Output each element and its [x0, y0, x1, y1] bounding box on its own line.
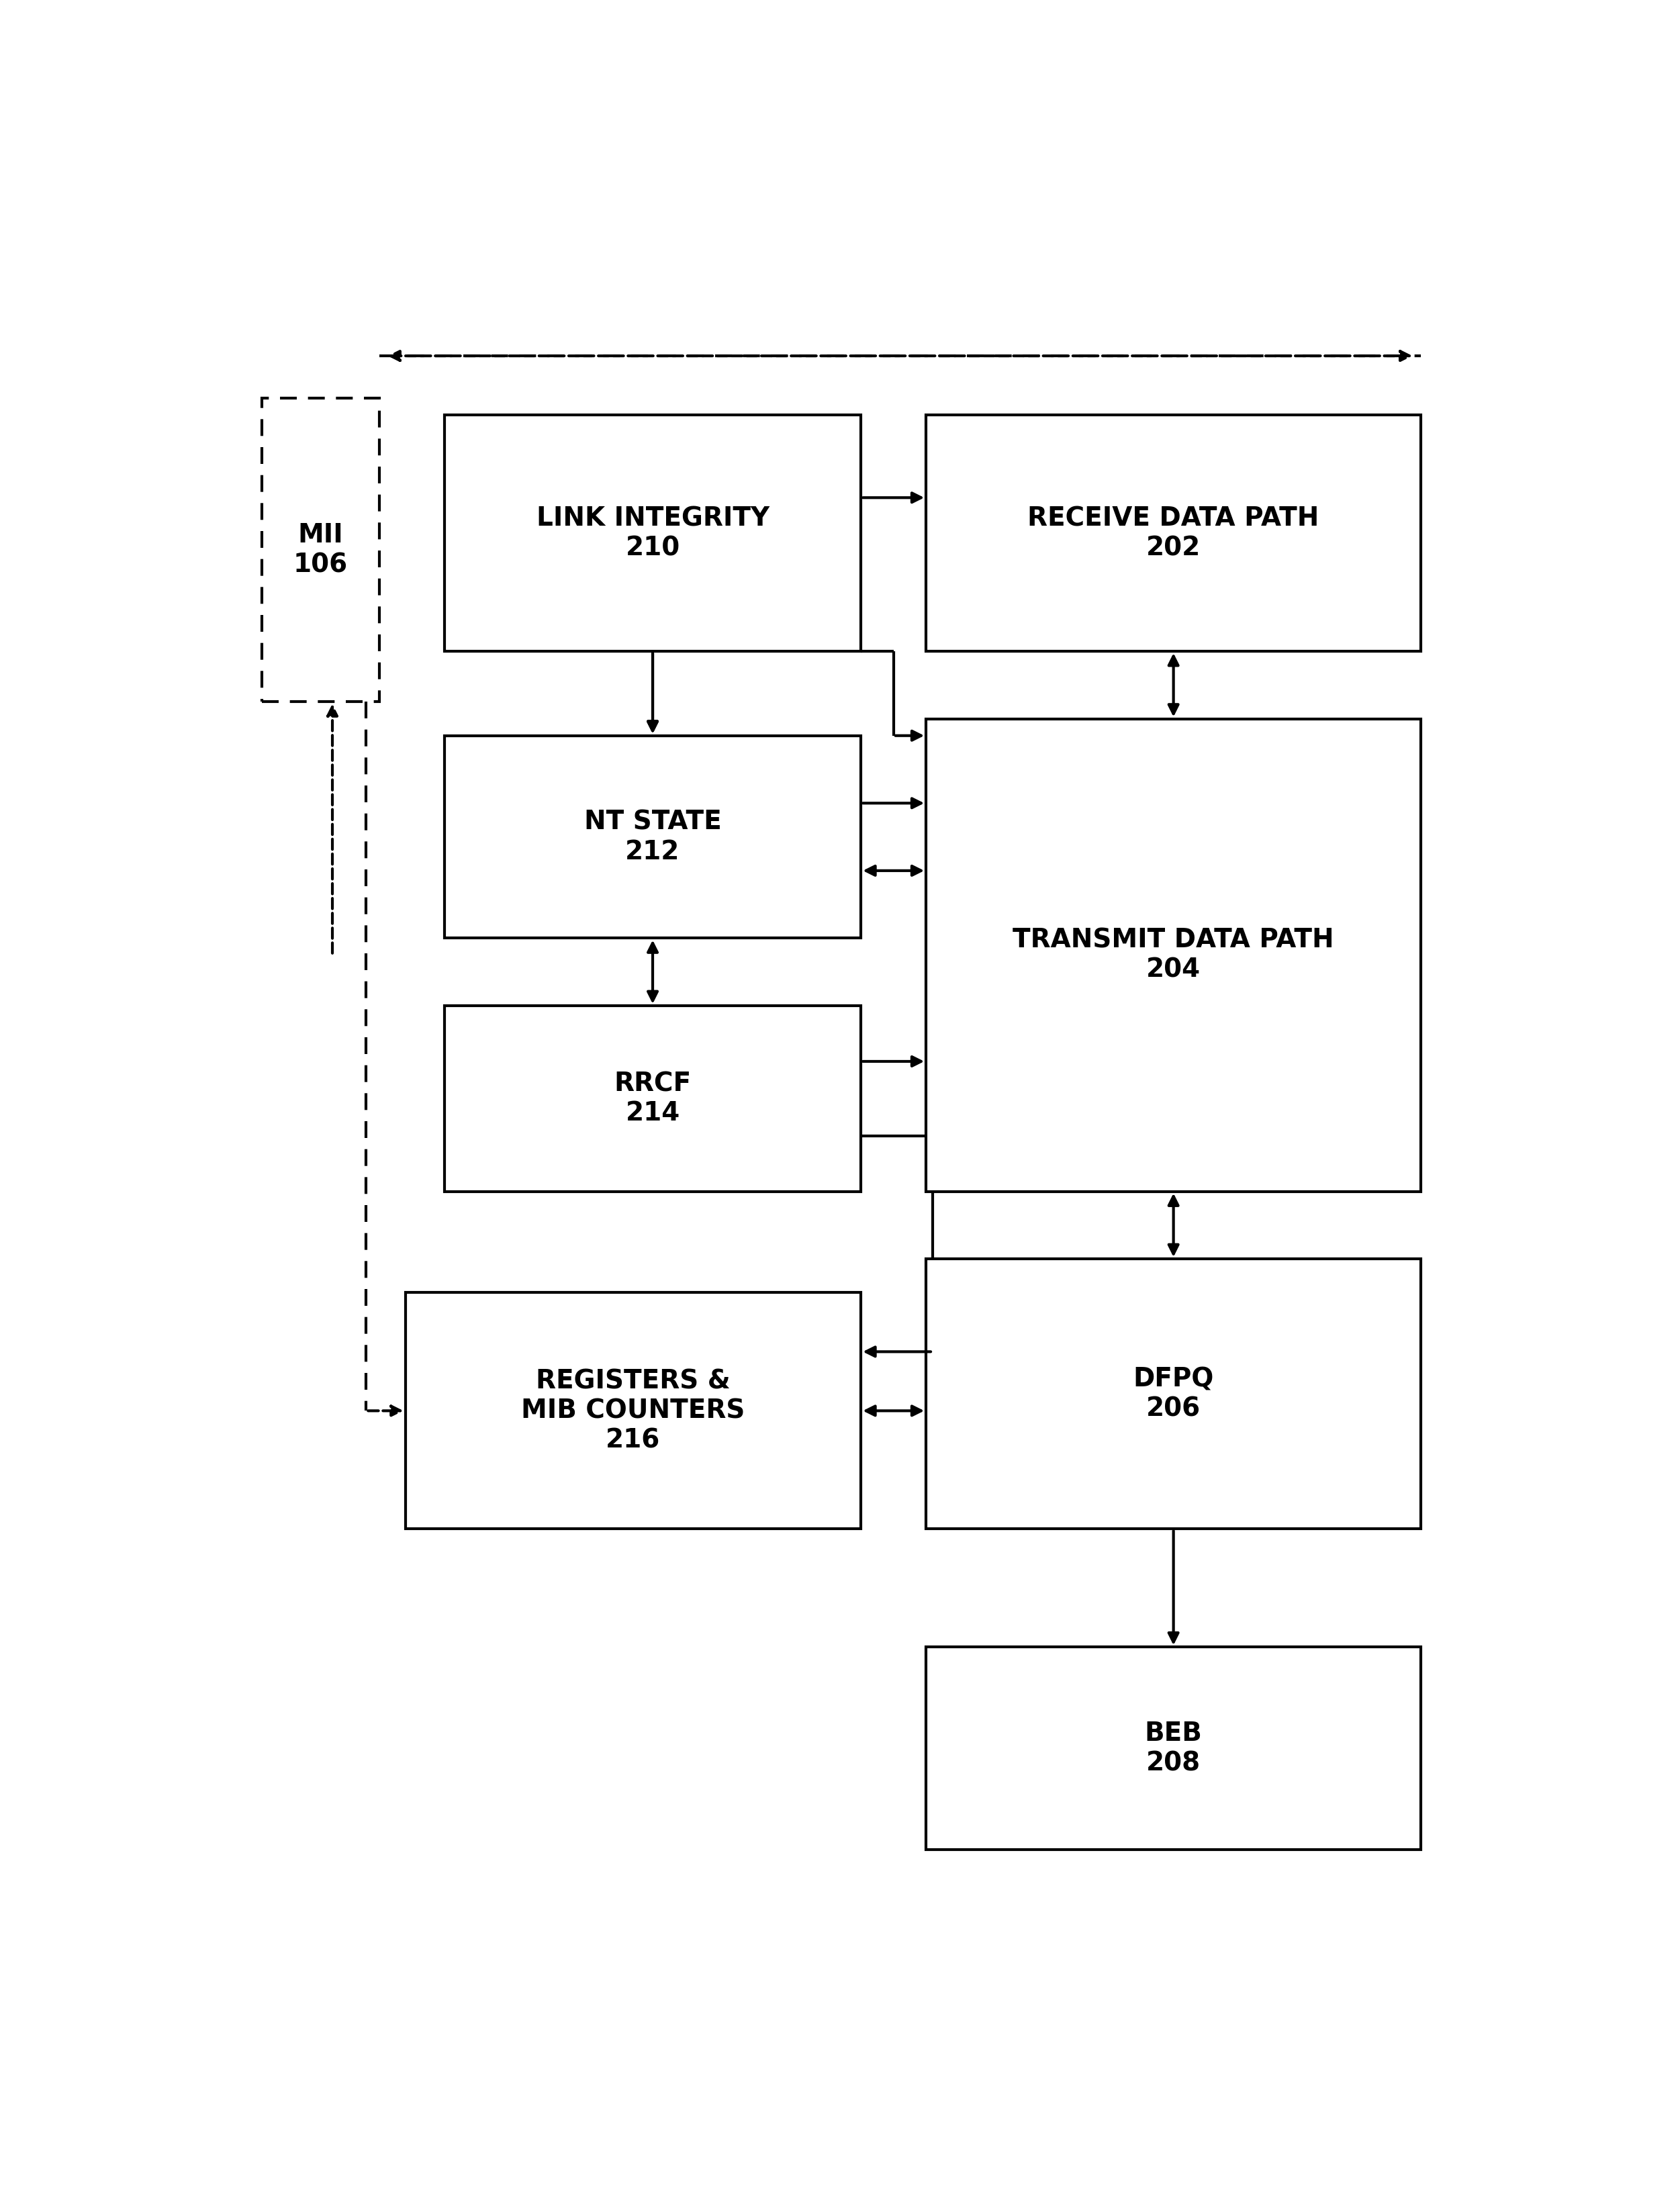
Text: LINK INTEGRITY
210: LINK INTEGRITY 210 — [536, 506, 769, 561]
Text: RECEIVE DATA PATH
202: RECEIVE DATA PATH 202 — [1028, 506, 1319, 561]
Bar — [262, 399, 380, 701]
Bar — [444, 414, 862, 651]
Text: MII
106: MII 106 — [294, 522, 348, 576]
Bar — [926, 414, 1421, 651]
Text: DFPQ
206: DFPQ 206 — [1132, 1366, 1215, 1420]
Bar — [926, 1258, 1421, 1530]
Text: BEB
208: BEB 208 — [1144, 1721, 1203, 1776]
Text: TRANSMIT DATA PATH
204: TRANSMIT DATA PATH 204 — [1013, 927, 1334, 982]
Text: REGISTERS &
MIB COUNTERS
216: REGISTERS & MIB COUNTERS 216 — [521, 1368, 744, 1453]
Bar — [926, 1646, 1421, 1850]
Bar — [405, 1293, 862, 1530]
Bar — [444, 737, 862, 938]
Bar — [444, 1006, 862, 1192]
Bar — [926, 719, 1421, 1192]
Text: NT STATE
212: NT STATE 212 — [585, 809, 721, 864]
Text: RRCF
214: RRCF 214 — [613, 1072, 692, 1127]
